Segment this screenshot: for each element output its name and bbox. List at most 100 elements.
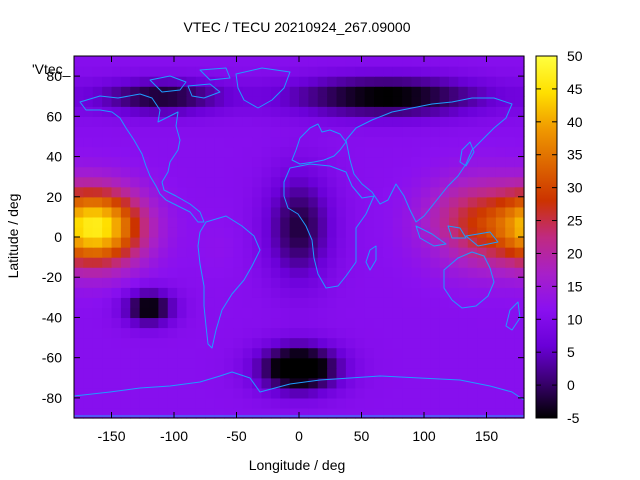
- heatmap-cell: [120, 247, 131, 258]
- heatmap-cell: [449, 56, 459, 67]
- heatmap-cell: [186, 126, 197, 138]
- heatmap-cell: [477, 267, 488, 278]
- heatmap-cell: [486, 136, 497, 148]
- heatmap-cell: [186, 387, 197, 399]
- heatmap-cell: [186, 367, 197, 379]
- heatmap-cell: [458, 257, 469, 268]
- coastline-africa: [283, 163, 375, 289]
- heatmap-cell: [317, 196, 328, 208]
- heatmap-cell: [514, 347, 525, 359]
- heatmap-cell: [467, 66, 478, 77]
- heatmap-cell: [111, 76, 122, 87]
- heatmap-cell: [195, 176, 206, 188]
- heatmap-cell: [449, 216, 459, 228]
- heatmap-cell: [92, 397, 103, 409]
- heatmap-cell: [345, 76, 356, 87]
- heatmap-cell: [420, 66, 431, 77]
- heatmap-cell: [392, 76, 403, 87]
- heatmap-cell: [280, 297, 291, 308]
- heatmap-cell: [458, 367, 469, 379]
- heatmap-cell: [111, 247, 122, 258]
- heatmap-cell: [467, 257, 478, 268]
- heatmap-cell: [158, 327, 169, 339]
- heatmap-cell: [327, 247, 338, 258]
- heatmap-cell: [336, 176, 347, 188]
- heatmap-cell: [392, 267, 403, 278]
- heatmap-cell: [149, 377, 159, 389]
- heatmap-cell: [289, 387, 300, 399]
- heatmap-cell: [252, 76, 263, 87]
- heatmap-cell: [327, 367, 338, 379]
- heatmap-cell: [495, 257, 506, 268]
- heatmap-cell: [355, 186, 366, 198]
- heatmap-cell: [402, 216, 413, 228]
- heatmap-cell: [505, 66, 516, 77]
- heatmap-cell: [308, 297, 319, 308]
- heatmap-cell: [477, 287, 488, 298]
- heatmap-cell: [392, 307, 403, 319]
- heatmap-cell: [374, 367, 384, 379]
- heatmap-cell: [224, 186, 234, 198]
- heatmap-cell: [177, 126, 188, 138]
- heatmap-cell: [402, 367, 413, 379]
- heatmap-cell: [345, 257, 356, 268]
- heatmap-cell: [83, 106, 94, 117]
- heatmap-cell: [167, 237, 178, 248]
- heatmap-cell: [392, 407, 403, 419]
- series-key-label: 'Vtec_: [32, 61, 71, 77]
- heatmap-cell: [139, 257, 150, 268]
- heatmap-cell: [214, 56, 225, 67]
- heatmap-cell: [505, 377, 516, 389]
- heatmap-cells: [74, 56, 525, 419]
- heatmap-cell: [458, 86, 469, 97]
- heatmap-cell: [92, 317, 103, 329]
- heatmap-cell: [458, 166, 469, 178]
- heatmap-cell: [317, 106, 328, 117]
- heatmap-cell: [83, 156, 94, 168]
- heatmap-cell: [242, 116, 253, 127]
- heatmap-cell: [261, 287, 272, 298]
- heatmap-cell: [411, 96, 422, 107]
- heatmap-cell: [308, 257, 319, 268]
- heatmap-cell: [139, 357, 150, 369]
- heatmap-cell: [195, 166, 206, 178]
- heatmap-cell: [186, 156, 197, 168]
- heatmap-cell: [317, 407, 328, 419]
- heatmap-cell: [327, 277, 338, 288]
- heatmap-cell: [130, 357, 141, 369]
- heatmap-cell: [130, 186, 141, 198]
- heatmap-cell: [458, 176, 469, 188]
- heatmap-cell: [158, 257, 169, 268]
- heatmap-cell: [299, 166, 309, 178]
- heatmap-cell: [430, 76, 441, 87]
- heatmap-cell: [83, 297, 94, 308]
- colorbar-tick-label: -5: [567, 410, 580, 426]
- heatmap-cell: [289, 166, 300, 178]
- heatmap-cell: [486, 397, 497, 409]
- heatmap-cell: [120, 257, 131, 268]
- heatmap-cell: [92, 146, 103, 158]
- coastline-australia: [443, 251, 495, 309]
- heatmap-cell: [92, 367, 103, 379]
- heatmap-cell: [252, 407, 263, 419]
- heatmap-cell: [186, 206, 197, 218]
- heatmap-cell: [214, 367, 225, 379]
- heatmap-cell: [430, 397, 441, 409]
- heatmap-cell: [252, 146, 263, 158]
- heatmap-cell: [439, 327, 450, 339]
- heatmap-cell: [308, 327, 319, 339]
- heatmap-cell: [477, 387, 488, 399]
- heatmap-cell: [252, 267, 263, 278]
- heatmap-cell: [186, 56, 197, 67]
- heatmap-cell: [439, 196, 450, 208]
- heatmap-cell: [430, 66, 441, 77]
- heatmap-cell: [139, 377, 150, 389]
- heatmap-cell: [392, 277, 403, 288]
- heatmap-cell: [83, 56, 94, 67]
- heatmap-cell: [205, 146, 216, 158]
- heatmap-cell: [242, 216, 253, 228]
- heatmap-cell: [495, 216, 506, 228]
- heatmap-cell: [327, 76, 338, 87]
- heatmap-cell: [130, 327, 141, 339]
- heatmap-cell: [327, 166, 338, 178]
